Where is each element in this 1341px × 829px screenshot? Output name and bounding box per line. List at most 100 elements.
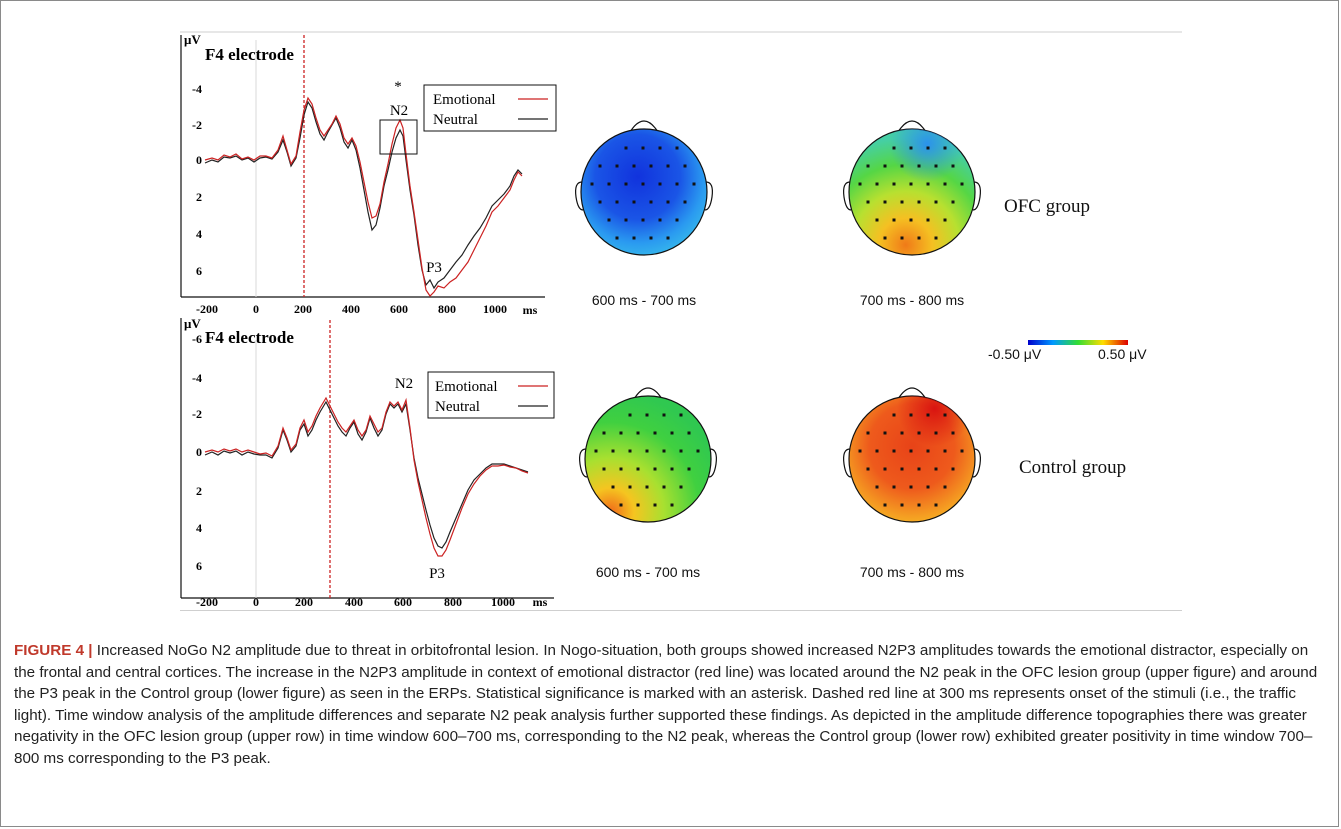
electrode-dot — [607, 218, 611, 222]
electrode-dot — [615, 236, 619, 240]
electrode-dot — [653, 467, 657, 471]
electrode-dot — [607, 182, 611, 186]
electrode-dot — [900, 431, 904, 435]
x-tick: 0 — [253, 595, 259, 609]
electrode-dot — [662, 449, 666, 453]
figure-bottom-rule — [180, 610, 1182, 611]
electrode-dot — [900, 164, 904, 168]
electrode-dot — [666, 164, 670, 168]
topomap-ofc-700-800 — [843, 120, 981, 256]
electrode-dot — [624, 146, 628, 150]
electrode-dot — [883, 503, 887, 507]
electrode-dot — [696, 449, 700, 453]
electrode-dot — [943, 218, 947, 222]
electrode-dot — [892, 182, 896, 186]
electrode-dot — [875, 485, 879, 489]
electrode-dots — [590, 146, 964, 507]
y-tick: -2 — [192, 407, 202, 421]
electrode-dot — [866, 431, 870, 435]
electrode-dot — [866, 164, 870, 168]
electrode-dot — [675, 218, 679, 222]
topomap-control-600-700 — [579, 387, 717, 523]
electrode-dot — [628, 413, 632, 417]
time-window-label: 600 ms - 700 ms — [591, 292, 697, 308]
erp-panel-ofc: μV F4 electrode -4 -2 0 2 4 6 -200 0 200… — [180, 32, 557, 317]
electrode-dot — [883, 431, 887, 435]
y-unit: μV — [184, 316, 201, 331]
electrode-dot — [636, 467, 640, 471]
electrode-dot — [662, 485, 666, 489]
electrode-dot — [611, 449, 615, 453]
neutral-waveform — [204, 400, 529, 549]
y-tick: -4 — [192, 371, 202, 385]
electrode-dot — [909, 449, 913, 453]
electrode-dot — [679, 485, 683, 489]
x-tick: 200 — [295, 595, 313, 609]
x-tick: 1000 — [491, 595, 515, 609]
x-tick: 800 — [438, 302, 456, 316]
electrode-dot — [866, 467, 870, 471]
electrode-dot — [892, 218, 896, 222]
colorbar — [1028, 340, 1128, 345]
topomap-ofc-600-700 — [575, 120, 713, 256]
n2-label: N2 — [390, 103, 408, 119]
electrode-dot — [943, 182, 947, 186]
electrode-dot — [645, 449, 649, 453]
electrode-dot — [619, 431, 623, 435]
n2-highlight-box — [379, 119, 418, 155]
electrode-dot — [649, 236, 653, 240]
y-tick: 0 — [196, 153, 202, 167]
legend-emotional: Emotional — [433, 92, 496, 108]
x-tick: 200 — [294, 302, 312, 316]
time-window-label: 700 ms - 800 ms — [859, 292, 965, 308]
electrode-dot — [934, 431, 938, 435]
electrode-dot — [679, 449, 683, 453]
electrode-dot — [692, 182, 696, 186]
electrode-dot — [641, 146, 645, 150]
electrode-dot — [653, 431, 657, 435]
figure-caption: FIGURE 4 | Increased NoGo N2 amplitude d… — [14, 640, 1326, 769]
electrode-dot — [649, 200, 653, 204]
electrode-dot — [590, 182, 594, 186]
electrode-dot — [641, 182, 645, 186]
electrode-dot — [934, 467, 938, 471]
electrode-dot — [943, 485, 947, 489]
y-unit: μV — [184, 32, 201, 47]
electrode-dot — [926, 146, 930, 150]
caption-text: Increased NoGo N2 amplitude due to threa… — [14, 642, 1318, 767]
electrode-dot — [858, 449, 862, 453]
x-tick: -200 — [196, 302, 218, 316]
group-label-ofc: OFC group — [1004, 196, 1091, 217]
electrode-dot — [687, 431, 691, 435]
electrode-dot — [858, 182, 862, 186]
electrode-dot — [892, 485, 896, 489]
electrode-dot — [917, 503, 921, 507]
electrode-dot — [909, 485, 913, 489]
electrode-dot — [943, 413, 947, 417]
electrode-dot — [951, 164, 955, 168]
electrode-dot — [926, 413, 930, 417]
electrode-dot — [641, 218, 645, 222]
significance-asterisk: * — [394, 79, 402, 95]
electrode-dot — [866, 200, 870, 204]
electrode-dot — [943, 146, 947, 150]
electrode-dot — [653, 503, 657, 507]
x-tick: 0 — [253, 302, 259, 316]
electrode-dot — [917, 200, 921, 204]
electrode-dot — [900, 503, 904, 507]
electrode-dot — [875, 218, 879, 222]
electrode-dot — [934, 503, 938, 507]
electrode-dot — [951, 467, 955, 471]
electrode-dot — [926, 449, 930, 453]
electrode-dot — [615, 200, 619, 204]
electrode-dot — [909, 218, 913, 222]
x-unit: ms — [523, 303, 538, 317]
electrode-dot — [892, 146, 896, 150]
electrode-dot — [883, 200, 887, 204]
electrode-dot — [679, 413, 683, 417]
y-tick: -4 — [192, 82, 202, 96]
electrode-dot — [598, 200, 602, 204]
electrode-dot — [943, 449, 947, 453]
x-tick: 400 — [342, 302, 360, 316]
n2-label: N2 — [395, 376, 413, 392]
